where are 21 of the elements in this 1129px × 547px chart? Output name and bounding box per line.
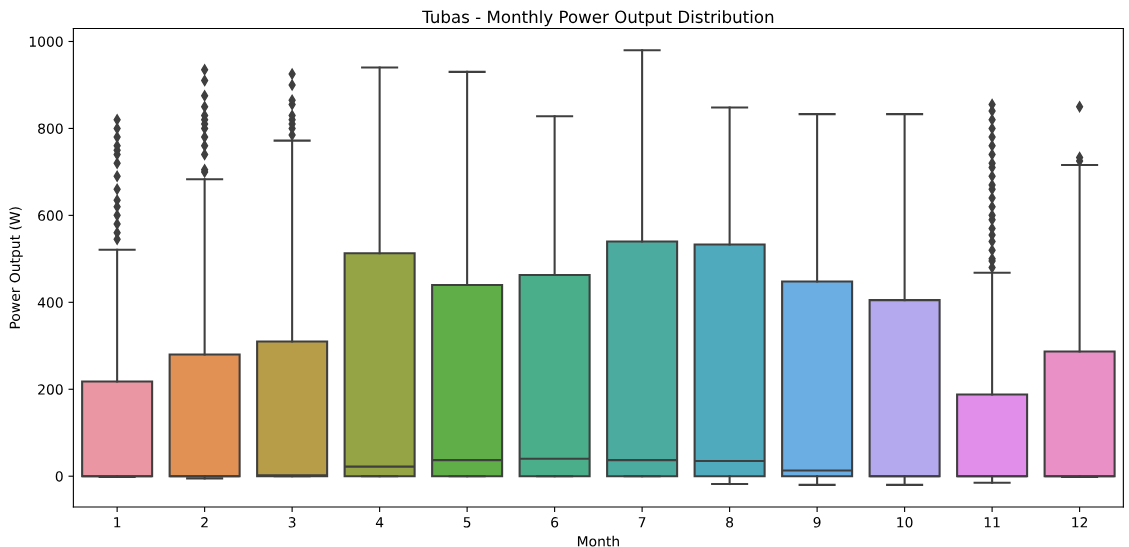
x-tick-label: 4 xyxy=(375,517,384,528)
x-tick-label: 10 xyxy=(897,517,913,528)
x-tick-label: 6 xyxy=(551,517,559,528)
x-tick-label: 11 xyxy=(984,517,1000,528)
x-axis-title: Month xyxy=(577,535,619,547)
x-tick-label: 2 xyxy=(201,517,208,528)
y-tick-label: 0 xyxy=(55,471,63,482)
x-tick-label: 8 xyxy=(726,517,734,528)
x-tick-label: 5 xyxy=(463,517,471,528)
y-tick-label: 800 xyxy=(38,123,63,134)
y-tick-label: 200 xyxy=(38,384,63,395)
x-tick-label: 7 xyxy=(638,517,646,528)
x-tick-label: 12 xyxy=(1072,517,1088,528)
y-tick-label: 1000 xyxy=(29,36,63,47)
y-tick-label: 600 xyxy=(38,210,63,221)
chart-title: Tubas - Monthly Power Output Distribution xyxy=(422,10,774,27)
y-axis-title: Power Output (W) xyxy=(9,207,23,329)
y-tick-label: 400 xyxy=(37,297,63,308)
x-tick-label: 1 xyxy=(114,517,121,528)
x-tick-label: 9 xyxy=(813,517,821,528)
x-tick-label: 3 xyxy=(288,517,296,528)
